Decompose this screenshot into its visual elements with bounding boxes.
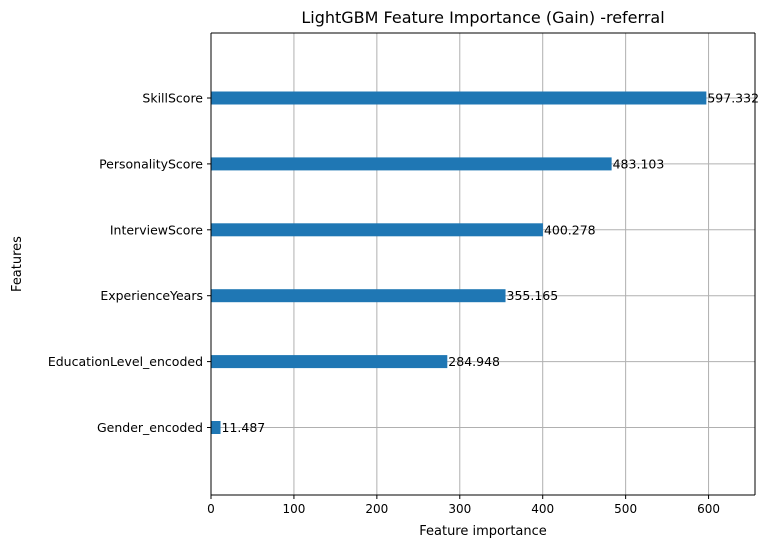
bar <box>211 223 543 237</box>
y-tick-label: PersonalityScore <box>99 156 203 171</box>
plot-frame <box>210 32 756 496</box>
bar-value-label: 11.487 <box>222 420 266 435</box>
bar-value-label: 355.165 <box>507 288 559 303</box>
bar <box>211 355 448 369</box>
x-tick-label: 600 <box>697 502 720 516</box>
x-axis-ticks: 0 100 200 300 400 500 600 <box>207 495 720 516</box>
x-tick-label: 300 <box>448 502 471 516</box>
x-tick-label: 200 <box>365 502 388 516</box>
bar <box>211 289 506 303</box>
y-tick-label: ExperienceYears <box>100 288 203 303</box>
bar <box>211 91 707 105</box>
bar <box>211 421 221 434</box>
y-tick-label: SkillScore <box>142 91 203 106</box>
y-tick-label: InterviewScore <box>110 222 203 237</box>
bar <box>211 157 612 171</box>
bar-value-label: 597.332 <box>707 91 759 106</box>
y-tick-label: Gender_encoded <box>97 420 203 435</box>
bar-value-labels: 597.332 483.103 400.278 355.165 284.948 11.48… <box>222 91 760 436</box>
x-tick-label: 500 <box>614 502 637 516</box>
y-axis-label: Features <box>10 236 25 292</box>
x-axis-label: Feature importance <box>419 524 547 539</box>
bars <box>211 91 707 434</box>
bar-value-label: 400.278 <box>544 222 596 237</box>
bar-value-label: 483.103 <box>613 156 665 171</box>
y-tick-label: EducationLevel_encoded <box>48 354 203 369</box>
bar-value-label: 284.948 <box>448 354 500 369</box>
chart-title: LightGBM Feature Importance (Gain) -refe… <box>301 8 664 27</box>
y-axis-ticks: SkillScore PersonalityScore InterviewScore… <box>48 91 211 435</box>
x-tick-label: 400 <box>531 502 554 516</box>
x-tick-label: 100 <box>282 502 305 516</box>
x-tick-label: 0 <box>207 502 215 516</box>
